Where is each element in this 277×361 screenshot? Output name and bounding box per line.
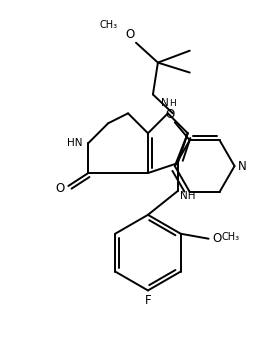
Text: CH₃: CH₃ [221,232,240,242]
Text: HN: HN [66,138,82,148]
Text: N: N [238,160,247,173]
Text: N: N [161,99,169,108]
Text: F: F [145,294,151,307]
Text: O: O [125,28,135,41]
Text: CH₃: CH₃ [99,20,117,30]
Text: NH: NH [180,191,196,201]
Text: O: O [56,182,65,195]
Text: H: H [170,99,176,108]
Text: O: O [212,232,221,245]
Text: O: O [165,108,175,121]
